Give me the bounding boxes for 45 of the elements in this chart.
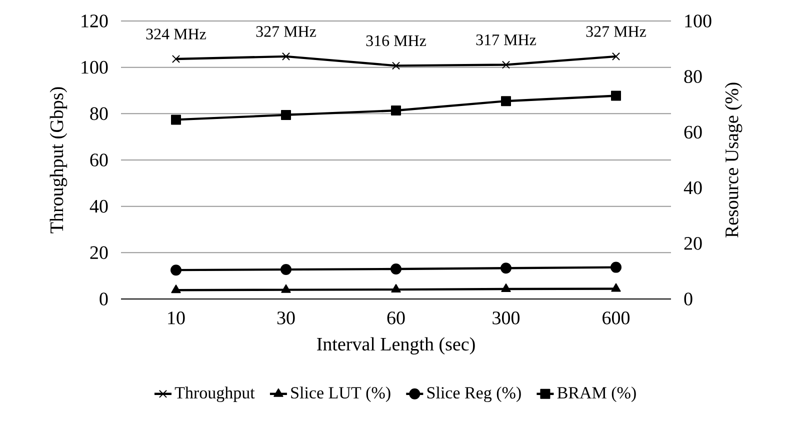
x-tick-label: 600	[602, 312, 630, 324]
y-tick-label: 100	[82, 60, 108, 74]
point	[171, 114, 182, 125]
legend-label: BRAM (%)	[557, 386, 636, 402]
point	[500, 262, 512, 274]
point	[171, 284, 181, 294]
x-tick-label: 10	[168, 312, 185, 324]
y2-tick-label: 40	[684, 181, 702, 194]
y-tick-label: 40	[90, 200, 108, 213]
annotation: 324 MHz	[146, 28, 206, 40]
y-axis-title: Throughput (Gbps)	[50, 87, 68, 234]
point	[281, 284, 291, 293]
y2-tick-label: 100	[685, 14, 712, 28]
annotation: 316 MHz	[366, 35, 426, 46]
x-tick-label: 60	[387, 312, 405, 324]
point	[610, 262, 622, 273]
point	[280, 264, 292, 276]
x-tick-label: 30	[277, 312, 295, 324]
legend-label: Throughput	[174, 386, 255, 402]
x-axis-title: Interval Length (sec)	[317, 337, 475, 354]
point	[391, 106, 402, 116]
point	[501, 96, 512, 106]
point	[281, 110, 292, 120]
point	[611, 283, 621, 292]
point	[390, 263, 402, 274]
y-tick-label: 60	[90, 154, 108, 166]
y2-tick-label: 0	[684, 292, 692, 306]
x-tick-label: 300	[492, 312, 520, 324]
y-tick-label: 80	[90, 107, 108, 120]
legend-label: Slice Reg (%)	[427, 386, 521, 402]
y2-tick-label: 80	[684, 70, 702, 84]
legend-label: Slice LUT (%)	[291, 386, 390, 402]
y-tick-label: 0	[100, 292, 108, 306]
y-tick-label: 20	[90, 246, 108, 260]
annotation: 327 MHz	[586, 26, 646, 37]
point	[501, 283, 511, 292]
annotation: 317 MHz	[476, 34, 536, 46]
y2-tick-label: 20	[684, 236, 702, 250]
y2-axis-title: Resource Usage (%)	[724, 82, 742, 238]
annotation: 327 MHz	[256, 26, 316, 37]
point	[170, 264, 182, 276]
y2-tick-label: 60	[684, 126, 702, 139]
y-tick-label: 120	[82, 14, 108, 28]
point	[611, 90, 622, 101]
point	[391, 284, 401, 293]
